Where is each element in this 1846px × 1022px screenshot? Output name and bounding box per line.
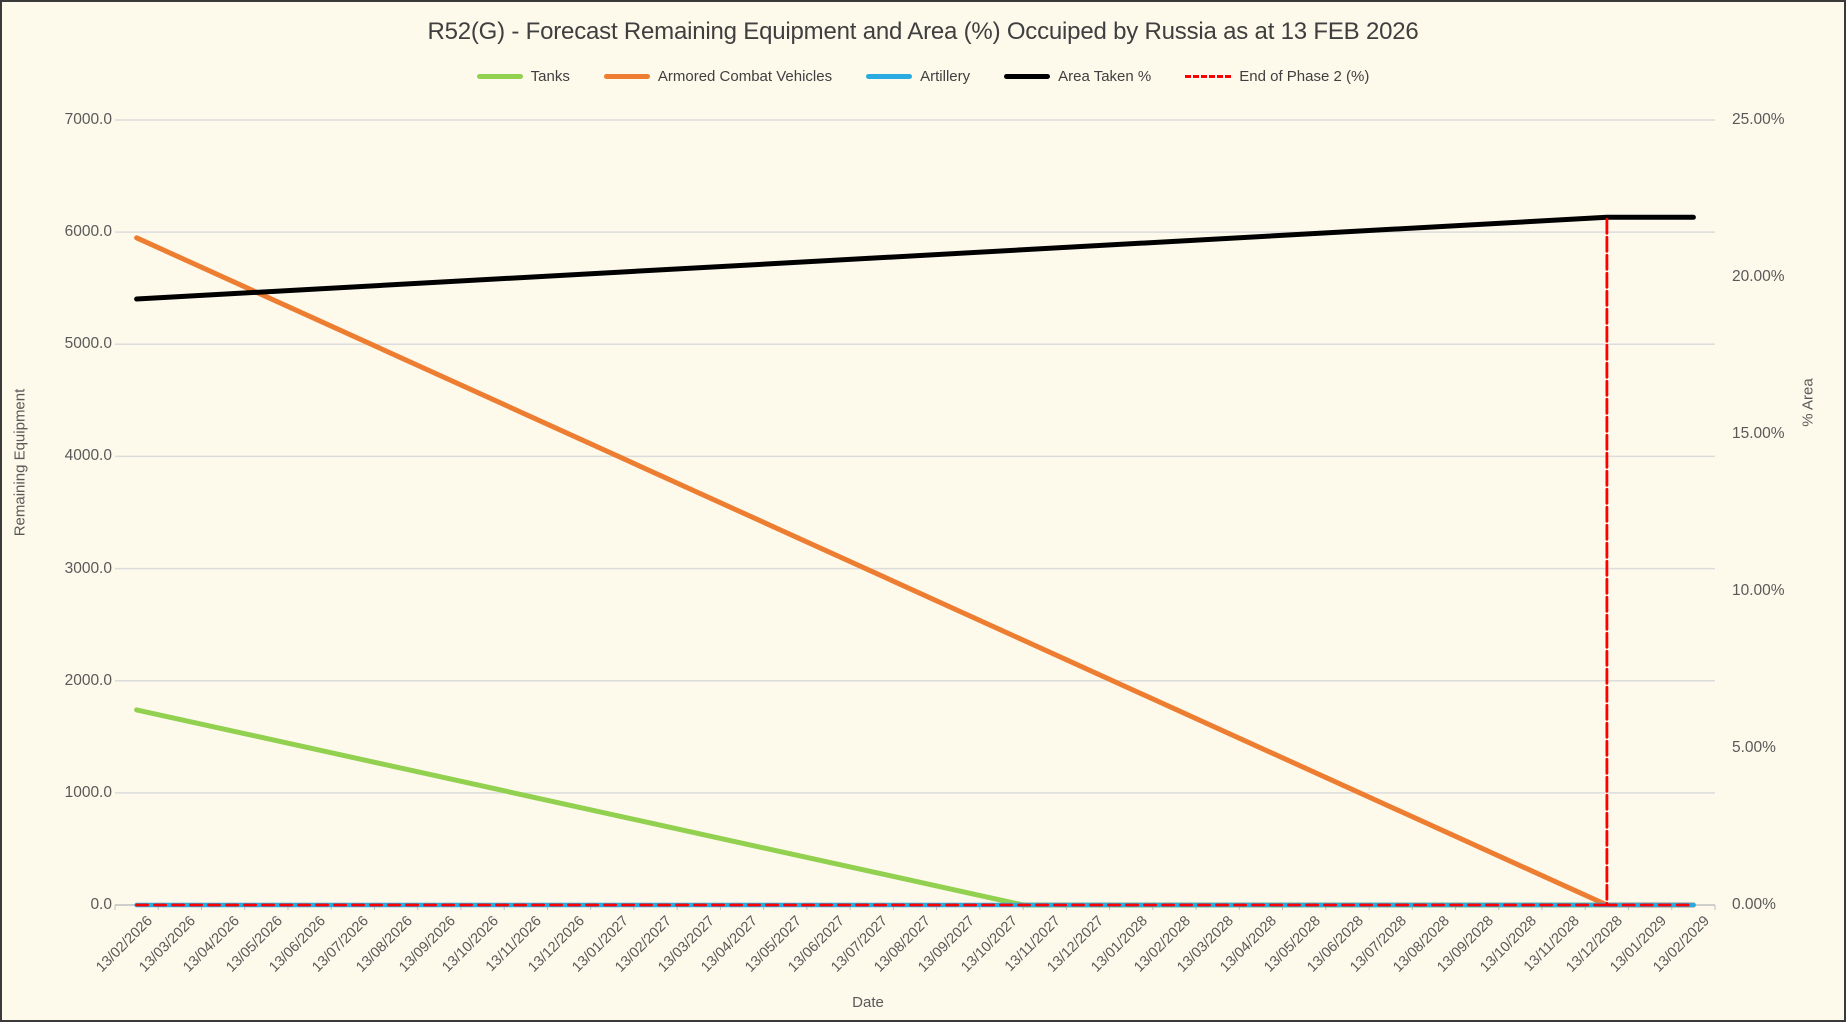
y-axis-left-title: Remaining Equipment: [11, 388, 29, 537]
legend-item-end-of-phase-2: End of Phase 2 (%): [1185, 68, 1369, 85]
y-axis-right-title: % Area: [1799, 378, 1817, 427]
y-right-tick-label: 25.00%: [1732, 111, 1785, 128]
x-axis-title: Date: [852, 994, 884, 1011]
y-left-tick-label: 6000.0: [64, 223, 112, 241]
legend-item-artillery: Artillery: [866, 68, 970, 85]
y-left-tick-label: 0.0: [90, 896, 112, 913]
legend-label: Artillery: [920, 67, 971, 85]
legend-swatch-artillery-icon: [866, 73, 913, 79]
y-left-tick-label: 3000.0: [64, 559, 112, 577]
legend-swatch-armored-combat-vehicles-icon: [603, 73, 650, 79]
y-left-tick-label: 1000.0: [64, 783, 112, 801]
series-end-of-phase-2-line: [135, 215, 1695, 907]
legend-swatch-tanks-icon: [476, 73, 523, 79]
y-left-tick-label: 4000.0: [64, 447, 112, 465]
legend-label: End of Phase 2 (%): [1239, 67, 1370, 85]
series-armored-combat-vehicles-line: [134, 235, 1696, 908]
y-right-tick-label: 20.00%: [1732, 268, 1785, 285]
legend-item-armored-combat-vehicles: Armored Combat Vehicles: [603, 67, 833, 85]
gridlines: [115, 119, 1715, 906]
legend-item-tanks: Tanks: [476, 67, 570, 85]
y-right-tick-label: 0.00%: [1732, 896, 1776, 913]
series-area-taken-line: [134, 214, 1696, 302]
y-right-tick-label: 5.00%: [1732, 739, 1776, 756]
chart-legend: Tanks Armored Combat Vehicles Artillery Are…: [2, 64, 1844, 88]
legend-label: Tanks: [530, 67, 570, 85]
y-left-tick-label: 5000.0: [64, 335, 112, 353]
chart-title: R52(G) - Forecast Remaining Equipment an…: [427, 18, 1419, 45]
series-tanks-line: [134, 707, 1696, 908]
legend-label: Armored Combat Vehicles: [657, 67, 833, 85]
y-right-tick-label: 10.00%: [1732, 582, 1785, 599]
legend-swatch-end-of-phase-2-icon: [1185, 74, 1232, 78]
y-right-tick-label: 15.00%: [1732, 425, 1785, 442]
legend-item-area-taken: Area Taken %: [1004, 68, 1151, 85]
data-series: [134, 214, 1696, 908]
y-left-tick-label: 7000.0: [64, 111, 112, 128]
y-left-tick-label: 2000.0: [64, 671, 112, 689]
legend-swatch-area-taken-icon: [1004, 73, 1051, 79]
legend-label: Area Taken %: [1058, 67, 1152, 85]
